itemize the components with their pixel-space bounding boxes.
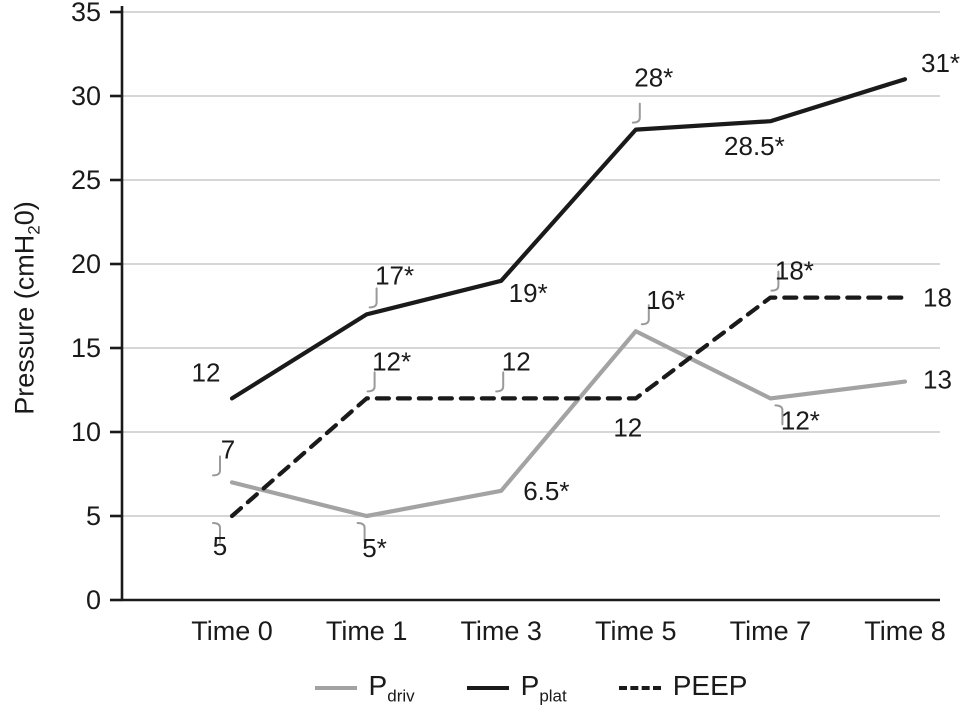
y-axis-title-text: Pressure (cmH bbox=[9, 234, 40, 415]
x-tick-label: Time 0 bbox=[191, 616, 273, 646]
label-leader-line bbox=[368, 287, 378, 309]
legend-label-pdriv: Pdriv bbox=[369, 672, 415, 705]
legend-item-pplat: Pplat bbox=[466, 672, 567, 705]
series-line-pdriv bbox=[229, 329, 908, 519]
point-label-peep: 12 bbox=[613, 412, 642, 442]
legend-item-pdriv: Pdriv bbox=[314, 672, 415, 705]
point-label-pdriv: 6.5* bbox=[523, 476, 569, 506]
legend-label-pplat-main: P bbox=[520, 670, 540, 701]
point-label-pdriv: 12* bbox=[781, 405, 820, 435]
label-leader-line bbox=[356, 522, 366, 543]
point-label-peep: 12 bbox=[502, 346, 531, 376]
legend-item-peep: PEEP bbox=[618, 672, 748, 705]
y-tick-label: 35 bbox=[71, 0, 101, 27]
x-tick-label: Time 7 bbox=[730, 616, 812, 646]
point-label-pplat: 17* bbox=[375, 260, 414, 290]
point-label-peep: 18 bbox=[923, 283, 952, 313]
y-tick-label: 15 bbox=[71, 333, 101, 363]
pplat-line-sample bbox=[466, 686, 509, 691]
point-label-pplat: 28* bbox=[634, 63, 673, 93]
series-line-pplat bbox=[229, 77, 908, 401]
y-tick-label: 10 bbox=[71, 417, 101, 447]
point-label-peep: 12* bbox=[372, 346, 411, 376]
point-label-peep: 5 bbox=[213, 531, 227, 561]
legend-label-peep: PEEP bbox=[673, 672, 748, 705]
point-label-pdriv: 5* bbox=[362, 533, 387, 563]
point-label-pdriv: 13 bbox=[923, 365, 952, 395]
label-leader-line bbox=[366, 371, 376, 393]
y-tick-label: 25 bbox=[71, 165, 101, 195]
y-axis-title: Pressure (cmH20) bbox=[9, 201, 44, 415]
label-leader-line bbox=[631, 102, 641, 124]
point-label-pplat: 31* bbox=[921, 48, 960, 78]
legend-label-pdriv-sub: driv bbox=[387, 686, 415, 706]
legend-label-pplat-sub: plat bbox=[539, 686, 567, 706]
y-tick-label: 0 bbox=[86, 585, 101, 615]
label-leader-line bbox=[774, 404, 784, 426]
legend-label-peep-main: PEEP bbox=[672, 670, 748, 701]
y-tick-label: 30 bbox=[71, 81, 101, 111]
y-axis-title-suffix: 0) bbox=[9, 201, 40, 226]
point-label-peep: 18* bbox=[775, 256, 814, 286]
x-tick-label: Time 3 bbox=[460, 616, 542, 646]
y-tick-label: 5 bbox=[86, 501, 101, 531]
point-label-pplat: 28.5* bbox=[724, 131, 785, 161]
legend-label-pplat: Pplat bbox=[521, 672, 567, 705]
point-label-pdriv: 7 bbox=[221, 434, 235, 464]
label-leader-line bbox=[770, 270, 780, 292]
legend-label-pdriv-main: P bbox=[368, 670, 388, 701]
peep-line-sample bbox=[618, 686, 661, 691]
x-tick-label: Time 8 bbox=[864, 616, 946, 646]
label-leader-line bbox=[495, 371, 505, 393]
pdriv-line-sample bbox=[314, 686, 357, 691]
legend: Pdriv Pplat PEEP bbox=[122, 672, 940, 705]
point-label-pdriv: 16* bbox=[646, 285, 685, 315]
y-tick-label: 20 bbox=[71, 249, 101, 279]
x-tick-label: Time 1 bbox=[326, 616, 408, 646]
series-line-peep bbox=[229, 295, 908, 519]
label-leader-line bbox=[212, 455, 221, 477]
label-leader-line bbox=[212, 522, 221, 543]
point-label-pplat: 12 bbox=[192, 357, 221, 387]
label-leader-line bbox=[640, 304, 650, 326]
point-label-pplat: 19* bbox=[509, 278, 548, 308]
x-tick-label: Time 5 bbox=[595, 616, 677, 646]
y-axis-title-subscript: 2 bbox=[24, 225, 44, 235]
